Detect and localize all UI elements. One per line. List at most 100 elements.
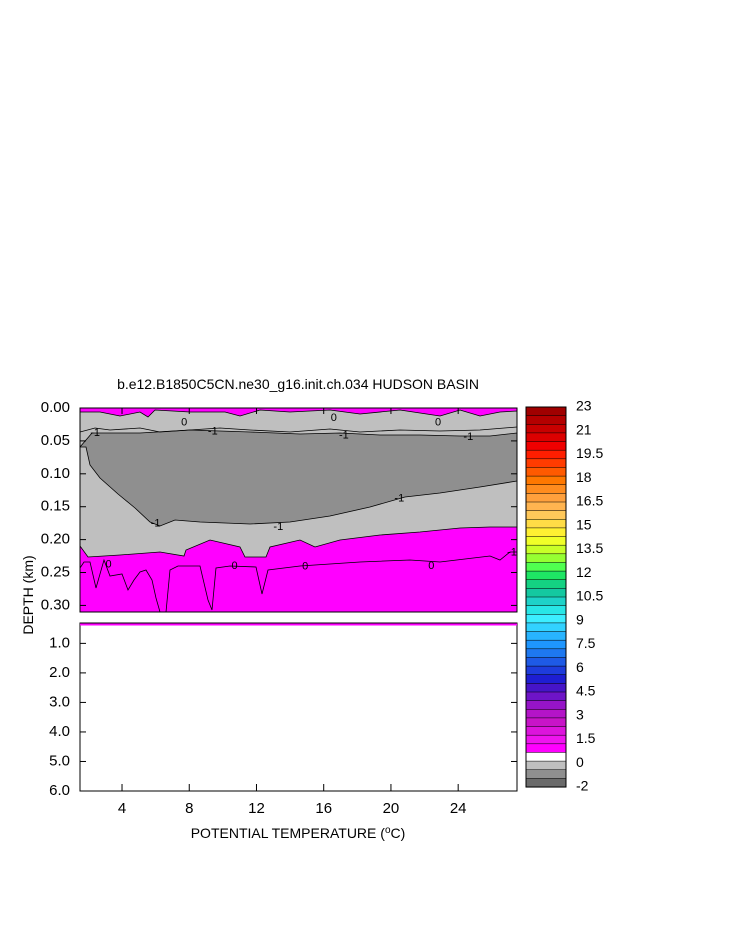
colorbar-label: 19.5 <box>576 445 603 461</box>
x-tick-label: 24 <box>450 800 467 817</box>
contour-label-7: -1 <box>394 493 404 505</box>
colorbar-swatch <box>525 501 567 512</box>
contour-label-13: 0 <box>428 560 434 572</box>
colorbar-label: 23 <box>576 398 592 414</box>
colorbar-swatch <box>525 726 567 736</box>
upper-y-tick-label: 0.30 <box>41 596 70 613</box>
x-tick-label: 8 <box>185 800 193 817</box>
colorbar-swatch <box>525 631 567 641</box>
colorbar-swatch <box>525 441 567 451</box>
upper-y-tick-label: 0.10 <box>41 465 70 482</box>
lower-y-tick-label: 1.0 <box>49 634 70 651</box>
colorbar-swatch <box>525 760 567 771</box>
contour-labels: 0 0 0-1 -1 -1 -1-1-1-10 0 0 0-1 <box>90 412 517 573</box>
colorbar-label: 10.5 <box>576 588 603 604</box>
lower-y-ticks: 1.0 2.0 3.0 4.0 5.0 6.0 <box>49 634 517 799</box>
chart-title: b.e12.B1850C5CN.ne30_g16.init.ch.034 HUD… <box>117 376 479 392</box>
upper-y-tick-label: 0.00 <box>41 399 70 416</box>
colorbar-swatch <box>525 709 567 719</box>
colorbar-label: 6 <box>576 659 584 675</box>
x-tick-label: 20 <box>383 800 400 817</box>
colorbar-swatch <box>525 484 567 494</box>
contour-label-1: 0 <box>331 412 337 424</box>
colorbar-label: 21 <box>576 422 592 438</box>
colorbar-swatch <box>525 769 567 779</box>
colorbar-swatch <box>525 553 567 564</box>
colorbar-swatch <box>525 605 567 615</box>
colorbar-swatch <box>525 579 567 589</box>
colorbar-swatch <box>525 743 567 754</box>
colorbar-swatch <box>525 570 567 581</box>
colorbar-swatch <box>525 544 567 555</box>
colorbar-swatch <box>525 527 567 538</box>
colorbar-label: 13.5 <box>576 540 603 556</box>
lower-y-tick-label: 5.0 <box>49 752 70 769</box>
colorbar-swatch <box>525 458 567 469</box>
contour-label-14: -1 <box>507 547 517 559</box>
upper-y-tick-label: 0.20 <box>41 531 70 548</box>
lower-y-tick-label: 6.0 <box>49 782 70 799</box>
colorbar-label: 9 <box>576 612 584 628</box>
x-axis-ticks: 4 8 12 16 20 24 <box>118 408 467 817</box>
colorbar-swatch <box>525 493 567 503</box>
colorbar-swatch <box>525 415 567 425</box>
x-tick-label: 4 <box>118 800 126 817</box>
colorbar-frame <box>525 406 567 788</box>
colorbar-label: -2 <box>576 778 589 794</box>
contour-label-10: 0 <box>106 559 112 571</box>
lower-y-tick-label: 4.0 <box>49 723 70 740</box>
top-contour-line <box>80 426 517 433</box>
x-axis-unit-superscript: o <box>385 825 391 836</box>
x-tick-label: 16 <box>315 800 332 817</box>
contour-label-0: 0 <box>181 416 187 428</box>
contour-label-11: 0 <box>232 560 238 572</box>
upper-y-ticks: 0.00 0.05 0.10 0.15 0.20 0.25 0.30 <box>41 399 517 613</box>
y-axis-label: DEPTH (km) <box>20 555 36 634</box>
colorbar-swatch <box>525 475 567 486</box>
contour-label-4: -1 <box>208 426 218 438</box>
upper-y-tick-label: 0.15 <box>41 498 70 515</box>
colorbar-swatch <box>525 562 567 572</box>
colorbar-swatch <box>525 700 567 710</box>
colorbar-label: 4.5 <box>576 683 596 699</box>
colorbar-label: 12 <box>576 564 592 580</box>
contour-label-2: 0 <box>435 416 441 428</box>
colorbar-swatch <box>525 432 567 443</box>
colorbar-swatch <box>525 622 567 633</box>
upper-panel-frame <box>79 407 518 613</box>
colorbar-swatch <box>525 406 567 417</box>
colorbar-swatch <box>525 536 567 546</box>
lower-y-tick-label: 3.0 <box>49 693 70 710</box>
colorbar-swatch <box>525 519 567 529</box>
lower-y-tick-label: 2.0 <box>49 664 70 681</box>
colorbar-swatch <box>525 657 567 667</box>
colorbar-swatch <box>525 648 567 659</box>
colorbar-swatch <box>525 691 567 702</box>
colorbar-swatch <box>525 683 567 693</box>
colorbar <box>525 406 567 788</box>
lower-panel-frame <box>79 622 518 792</box>
colorbar-label: 18 <box>576 469 592 485</box>
colorbar-swatch <box>525 639 567 650</box>
contour-label-12: 0 <box>302 561 308 573</box>
colorbar-swatch <box>525 467 567 477</box>
contour-label-5: -1 <box>339 430 349 442</box>
colorbar-swatch <box>525 588 567 598</box>
dark-gray-region-below-minus-one <box>80 429 517 527</box>
colorbar-swatch <box>525 778 567 788</box>
upper-panel: 0 0 0-1 -1 -1 -1-1-1-10 0 0 0-1 0.000.050.100.15… <box>41 399 518 613</box>
colorbar-label: 1.5 <box>576 730 596 746</box>
colorbar-swatch <box>525 665 567 676</box>
x-axis-label: POTENTIAL TEMPERATURE (oC) <box>191 825 406 841</box>
colorbar-swatch <box>525 752 567 762</box>
contour-label-8: -1 <box>273 521 283 533</box>
colorbar-labels: 23 21 19.5 18 16.5 15 13.5 12 10.5 9 7.5 6 4.5 3 1.5 0 -… <box>576 398 603 794</box>
colorbar-label: 3 <box>576 707 584 723</box>
colorbar-swatch <box>525 424 567 434</box>
upper-y-tick-label: 0.05 <box>41 432 70 449</box>
colorbar-swatch <box>525 449 567 460</box>
upper-y-tick-label: 0.25 <box>41 563 70 580</box>
colorbar-label: 15 <box>576 517 592 533</box>
contour-label-3: -1 <box>90 427 100 439</box>
